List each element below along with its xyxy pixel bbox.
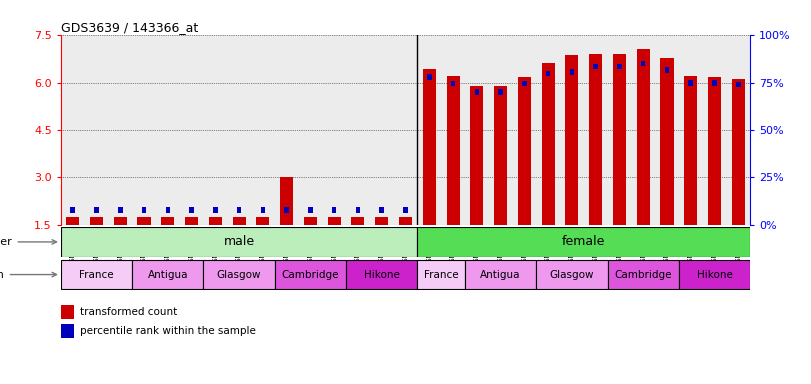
- Bar: [569, 69, 574, 75]
- Bar: [213, 207, 217, 213]
- Bar: [114, 217, 127, 225]
- Bar: [308, 207, 313, 213]
- Bar: [118, 207, 122, 213]
- Bar: [142, 207, 146, 213]
- Bar: [380, 207, 384, 213]
- Bar: [732, 79, 744, 225]
- Bar: [617, 64, 622, 70]
- Text: percentile rank within the sample: percentile rank within the sample: [80, 326, 256, 336]
- Text: Hikone: Hikone: [697, 270, 732, 280]
- Bar: [304, 217, 317, 225]
- Bar: [607, 260, 679, 289]
- Bar: [427, 74, 431, 79]
- Bar: [546, 71, 551, 76]
- Bar: [165, 207, 170, 213]
- Text: Hikone: Hikone: [364, 270, 400, 280]
- Bar: [637, 49, 650, 225]
- Bar: [403, 207, 408, 213]
- Bar: [185, 217, 198, 225]
- Bar: [498, 89, 503, 94]
- Text: male: male: [224, 235, 255, 248]
- Text: Glasgow: Glasgow: [217, 270, 261, 280]
- Bar: [736, 82, 740, 88]
- Bar: [536, 260, 607, 289]
- Bar: [565, 55, 578, 225]
- Bar: [470, 86, 483, 225]
- Bar: [641, 61, 646, 66]
- Bar: [351, 217, 364, 225]
- Text: female: female: [562, 235, 606, 248]
- Bar: [275, 260, 346, 289]
- Bar: [138, 217, 151, 225]
- Bar: [447, 76, 460, 225]
- Bar: [465, 260, 536, 289]
- Bar: [161, 217, 174, 225]
- Bar: [256, 217, 269, 225]
- Bar: [423, 70, 436, 225]
- Bar: [260, 207, 265, 213]
- Bar: [328, 217, 341, 225]
- Bar: [522, 81, 526, 86]
- Bar: [61, 305, 74, 319]
- Text: Antigua: Antigua: [480, 270, 521, 280]
- Text: strain: strain: [0, 270, 57, 280]
- Text: Glasgow: Glasgow: [550, 270, 594, 280]
- Bar: [61, 227, 418, 257]
- Bar: [233, 217, 246, 225]
- Bar: [94, 207, 99, 213]
- Text: Cambridge: Cambridge: [281, 270, 339, 280]
- Bar: [67, 217, 79, 225]
- Bar: [418, 227, 750, 257]
- Text: Antigua: Antigua: [148, 270, 188, 280]
- Text: France: France: [79, 270, 114, 280]
- Text: Cambridge: Cambridge: [615, 270, 672, 280]
- Bar: [451, 81, 455, 86]
- Bar: [189, 207, 194, 213]
- Bar: [356, 207, 360, 213]
- Bar: [517, 77, 531, 225]
- Bar: [679, 260, 750, 289]
- Bar: [418, 260, 465, 289]
- Bar: [665, 67, 669, 73]
- Bar: [684, 76, 697, 225]
- Text: transformed count: transformed count: [80, 307, 178, 317]
- Bar: [208, 217, 222, 225]
- Bar: [280, 177, 294, 225]
- Bar: [594, 64, 598, 70]
- Text: France: France: [424, 270, 458, 280]
- Bar: [660, 58, 673, 225]
- Bar: [71, 207, 75, 213]
- Bar: [237, 207, 242, 213]
- Bar: [285, 207, 289, 213]
- Bar: [346, 260, 418, 289]
- Bar: [132, 260, 204, 289]
- Bar: [542, 63, 555, 225]
- Bar: [689, 80, 693, 86]
- Bar: [332, 207, 337, 213]
- Bar: [90, 217, 103, 225]
- Bar: [61, 260, 132, 289]
- Bar: [399, 217, 412, 225]
- Bar: [613, 54, 626, 225]
- Bar: [708, 77, 721, 225]
- Bar: [494, 86, 507, 225]
- Text: gender: gender: [0, 237, 57, 247]
- Text: GDS3639 / 143366_at: GDS3639 / 143366_at: [61, 21, 198, 34]
- Bar: [589, 54, 603, 225]
- Bar: [204, 260, 275, 289]
- Bar: [61, 324, 74, 338]
- Bar: [712, 80, 717, 86]
- Bar: [375, 217, 388, 225]
- Bar: [474, 89, 479, 94]
